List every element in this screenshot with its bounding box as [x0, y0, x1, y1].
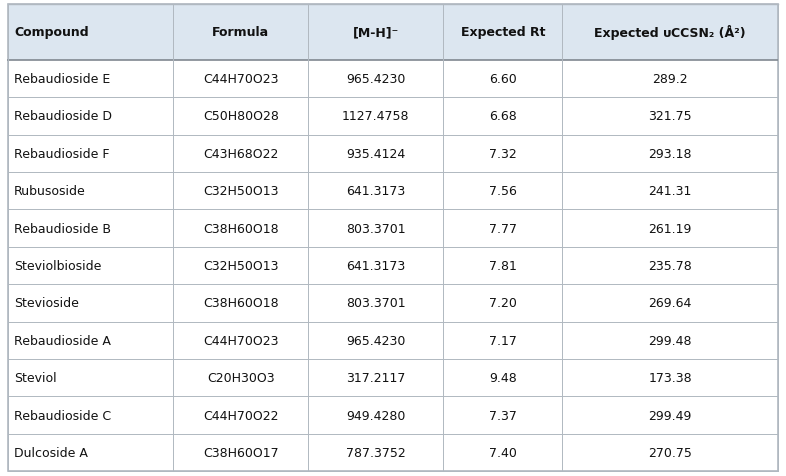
Text: 235.78: 235.78	[648, 259, 692, 272]
Text: [M-H]⁻: [M-H]⁻	[353, 26, 399, 39]
Text: 7.81: 7.81	[489, 259, 516, 272]
Text: 321.75: 321.75	[648, 110, 692, 123]
Text: 7.40: 7.40	[489, 446, 516, 459]
Text: 949.4280: 949.4280	[346, 409, 406, 422]
Text: 269.64: 269.64	[648, 297, 692, 310]
Text: 7.37: 7.37	[489, 409, 516, 422]
Text: Dulcoside A: Dulcoside A	[14, 446, 88, 459]
Text: Expected Rt: Expected Rt	[461, 26, 545, 39]
Text: Rebaudioside F: Rebaudioside F	[14, 148, 110, 160]
Text: 299.48: 299.48	[648, 334, 692, 347]
Text: C43H68O22: C43H68O22	[204, 148, 278, 160]
Text: 7.56: 7.56	[489, 185, 516, 198]
Text: 241.31: 241.31	[648, 185, 692, 198]
Bar	[8, 210, 778, 248]
Text: Formula: Formula	[212, 26, 270, 39]
Text: 6.60: 6.60	[489, 73, 516, 86]
Text: 7.20: 7.20	[489, 297, 516, 310]
Bar	[8, 285, 778, 322]
Text: C38H60O18: C38H60O18	[203, 297, 279, 310]
Bar	[8, 248, 778, 285]
Text: C32H50O13: C32H50O13	[203, 185, 278, 198]
Text: 173.38: 173.38	[648, 371, 692, 385]
Text: 641.3173: 641.3173	[346, 259, 406, 272]
Text: 317.2117: 317.2117	[346, 371, 406, 385]
Bar	[8, 397, 778, 434]
Text: 641.3173: 641.3173	[346, 185, 406, 198]
Text: 787.3752: 787.3752	[346, 446, 406, 459]
Text: C50H80O28: C50H80O28	[203, 110, 279, 123]
Bar	[8, 5, 778, 61]
Text: Stevioside: Stevioside	[14, 297, 79, 310]
Text: Rebaudioside E: Rebaudioside E	[14, 73, 110, 86]
Text: C44H70O23: C44H70O23	[203, 73, 278, 86]
Bar	[8, 61, 778, 98]
Text: C20H30O3: C20H30O3	[207, 371, 274, 385]
Text: Expected ᴜCCSN₂ (Å²): Expected ᴜCCSN₂ (Å²)	[594, 25, 746, 40]
Text: 261.19: 261.19	[648, 222, 692, 235]
Text: Rebaudioside B: Rebaudioside B	[14, 222, 111, 235]
Text: 9.48: 9.48	[489, 371, 516, 385]
Bar	[8, 359, 778, 397]
Bar	[8, 98, 778, 135]
Text: 293.18: 293.18	[648, 148, 692, 160]
Text: 6.68: 6.68	[489, 110, 516, 123]
Text: Steviolbioside: Steviolbioside	[14, 259, 101, 272]
Text: 270.75: 270.75	[648, 446, 692, 459]
Text: 1127.4758: 1127.4758	[342, 110, 410, 123]
Text: 299.49: 299.49	[648, 409, 692, 422]
Text: Rebaudioside C: Rebaudioside C	[14, 409, 112, 422]
Text: C44H70O22: C44H70O22	[203, 409, 278, 422]
Text: 965.4230: 965.4230	[346, 334, 406, 347]
Bar	[8, 135, 778, 173]
Text: 7.32: 7.32	[489, 148, 516, 160]
Text: Rebaudioside A: Rebaudioside A	[14, 334, 111, 347]
Text: Steviol: Steviol	[14, 371, 57, 385]
Text: Compound: Compound	[14, 26, 89, 39]
Text: 803.3701: 803.3701	[346, 297, 406, 310]
Bar	[8, 434, 778, 471]
Text: 7.17: 7.17	[489, 334, 516, 347]
Text: 289.2: 289.2	[652, 73, 688, 86]
Bar	[8, 322, 778, 359]
Bar	[8, 173, 778, 210]
Text: 965.4230: 965.4230	[346, 73, 406, 86]
Text: C38H60O18: C38H60O18	[203, 222, 279, 235]
Text: 935.4124: 935.4124	[346, 148, 406, 160]
Text: Rubusoside: Rubusoside	[14, 185, 86, 198]
Text: C44H70O23: C44H70O23	[203, 334, 278, 347]
Text: C32H50O13: C32H50O13	[203, 259, 278, 272]
Text: 7.77: 7.77	[489, 222, 516, 235]
Text: Rebaudioside D: Rebaudioside D	[14, 110, 112, 123]
Text: C38H60O17: C38H60O17	[203, 446, 279, 459]
Text: 803.3701: 803.3701	[346, 222, 406, 235]
